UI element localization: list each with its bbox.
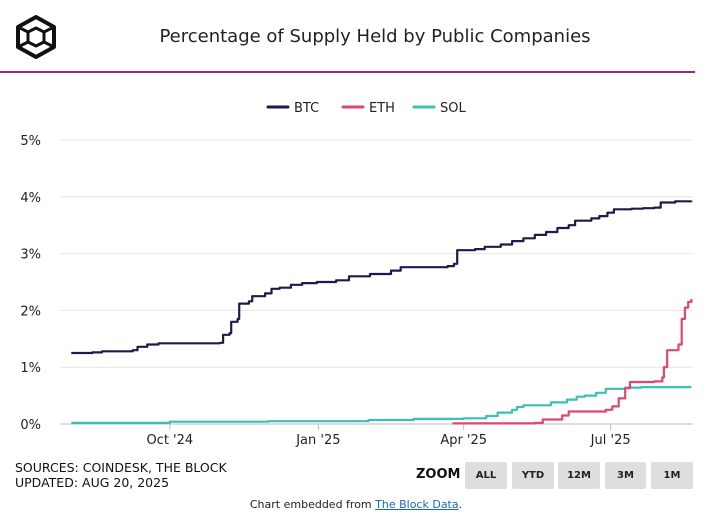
x-tick-label: Oct '24 [146, 433, 193, 448]
sources-block: SOURCES: COINDESK, THE BLOCK UPDATED: AU… [15, 460, 227, 490]
sources-text: SOURCES: COINDESK, THE BLOCK [15, 460, 227, 475]
title-divider [0, 71, 695, 73]
legend-label-sol: SOL [440, 101, 466, 116]
y-tick-label: 2% [20, 304, 41, 319]
legend-label-eth: ETH [369, 101, 395, 116]
the-block-data-link[interactable]: The Block Data [375, 498, 459, 511]
embed-note: Chart embedded from The Block Data. [0, 498, 712, 511]
legend-label-btc: BTC [294, 101, 319, 116]
x-tick-label: Apr '25 [440, 433, 487, 448]
zoom-3m-button[interactable]: 3M [605, 462, 646, 489]
x-tick-label: Jan '25 [295, 433, 340, 448]
zoom-ytd-button[interactable]: YTD [512, 462, 554, 489]
zoom-label: ZOOM [416, 467, 461, 482]
the-block-logo-icon [16, 15, 56, 59]
series-line-sol [71, 386, 692, 424]
series-line-btc [71, 200, 693, 355]
embed-suffix: . [458, 498, 463, 511]
line-chart: 0% 1% 2% 3% 4% 5% Oct '24 Jan '25 Apr '25 Jul '25… [20, 101, 693, 448]
y-tick-label: 0% [20, 418, 41, 433]
y-tick-label: 3% [20, 248, 41, 263]
y-tick-label: 4% [20, 191, 41, 206]
updated-text: UPDATED: AUG 20, 2025 [15, 475, 170, 490]
y-tick-label: 5% [20, 134, 41, 149]
zoom-12m-button[interactable]: 12M [558, 462, 600, 489]
y-tick-label: 1% [20, 361, 41, 376]
chart-title: Percentage of Supply Held by Public Comp… [159, 26, 591, 47]
zoom-1m-button[interactable]: 1M [651, 462, 693, 489]
x-tick-label: Jul '25 [590, 433, 631, 448]
zoom-all-button[interactable]: ALL [465, 462, 507, 489]
series-line-eth [452, 299, 693, 425]
embed-prefix: Chart embedded from [249, 498, 376, 511]
